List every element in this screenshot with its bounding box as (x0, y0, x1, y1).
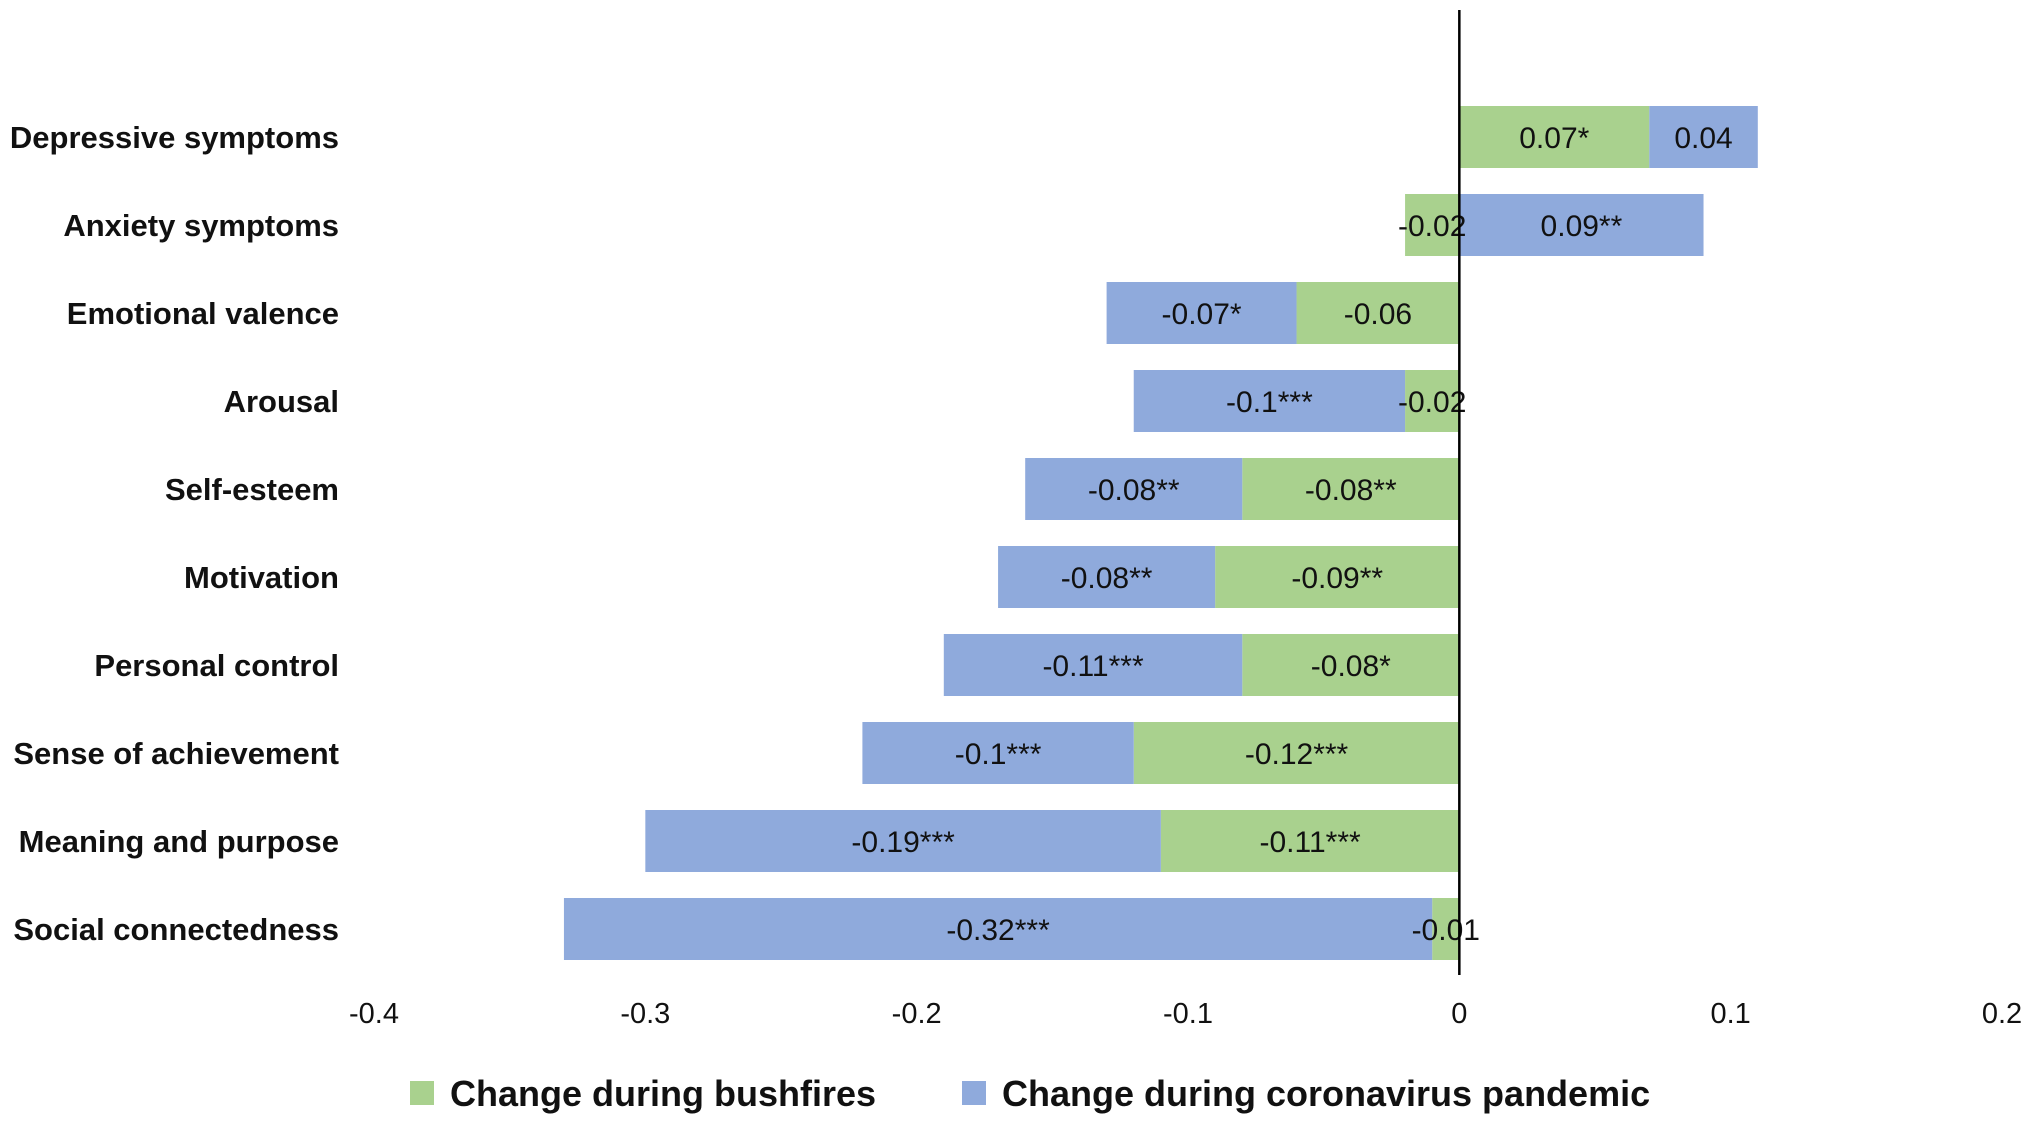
data-label: -0.1*** (1226, 386, 1313, 419)
x-axis-tick-labels: -0.4 -0.3 -0.2 -0.1 0 0.1 0.2 (349, 998, 2022, 1030)
data-label: -0.09** (1291, 562, 1383, 595)
category-label: Motivation (184, 560, 339, 595)
bar-bushfires (1242, 634, 1460, 696)
category-label: Depressive symptoms (10, 120, 339, 155)
x-tick-label: -0.4 (349, 998, 399, 1030)
bar-coronavirus (645, 810, 1161, 872)
x-tick-label: 0.2 (1982, 998, 2022, 1030)
category-label: Emotional valence (67, 296, 339, 331)
category-label: Anxiety symptoms (63, 208, 339, 243)
data-label: -0.11*** (1042, 650, 1144, 683)
bar-coronavirus (998, 546, 1216, 608)
x-tick-label: -0.1 (1163, 998, 1213, 1030)
bar-bushfires (1215, 546, 1460, 608)
bar-bushfires (1242, 458, 1460, 520)
bar-coronavirus (1106, 282, 1297, 344)
bar-coronavirus (1649, 106, 1758, 168)
data-label: -0.08** (1061, 562, 1153, 595)
data-label: -0.19*** (851, 826, 955, 859)
data-labels-layer: 0.07* 0.04 -0.02 0.09** -0.06 -0.07* -0.02 -0.1… (851, 122, 1732, 947)
data-label: 0.07* (1519, 122, 1589, 155)
data-label: -0.07* (1162, 298, 1242, 331)
bar-bushfires (1160, 810, 1460, 872)
category-label: Personal control (94, 648, 339, 683)
x-tick-label: 0.1 (1711, 998, 1751, 1030)
bar-coronavirus (1133, 370, 1406, 432)
data-label: -0.32*** (946, 914, 1050, 947)
data-label: -0.08** (1088, 474, 1180, 507)
legend: Change during bushfires Change during cor… (410, 1073, 1650, 1114)
bar-bushfires (1405, 194, 1460, 256)
category-label: Social connectedness (13, 912, 339, 947)
data-label: -0.08** (1305, 474, 1397, 507)
x-tick-label: -0.3 (620, 998, 670, 1030)
bar-coronavirus (563, 898, 1433, 960)
legend-swatch (410, 1081, 434, 1105)
bar-bushfires (1405, 370, 1460, 432)
category-labels: Depressive symptoms Anxiety symptoms Emoti… (10, 120, 339, 947)
data-label: -0.02 (1398, 386, 1466, 419)
bar-bushfires (1432, 898, 1460, 960)
legend-label: Change during bushfires (450, 1073, 876, 1114)
bar-bushfires (1459, 106, 1650, 168)
data-label: -0.1*** (955, 738, 1042, 771)
data-label: 0.04 (1674, 122, 1732, 155)
data-label: -0.01 (1412, 914, 1480, 947)
bar-coronavirus (1459, 194, 1704, 256)
legend-item-bushfires: Change during bushfires (410, 1073, 876, 1114)
bar-bushfires (1296, 282, 1460, 344)
category-label: Meaning and purpose (19, 824, 339, 859)
legend-label: Change during coronavirus pandemic (1002, 1073, 1650, 1114)
category-label: Arousal (224, 384, 339, 419)
category-label: Sense of achievement (13, 736, 339, 771)
bar-bushfires (1133, 722, 1460, 784)
x-tick-label: -0.2 (892, 998, 942, 1030)
bars-layer (563, 106, 1758, 960)
data-label: -0.11*** (1260, 826, 1362, 859)
category-label: Self-esteem (165, 472, 339, 507)
data-label: -0.06 (1344, 298, 1412, 331)
legend-swatch (962, 1081, 986, 1105)
legend-item-coronavirus: Change during coronavirus pandemic (962, 1073, 1650, 1114)
bar-coronavirus (943, 634, 1243, 696)
x-tick-label: 0 (1451, 998, 1467, 1030)
data-label: -0.08* (1311, 650, 1391, 683)
data-label: -0.12*** (1245, 738, 1349, 771)
data-label: 0.09** (1541, 210, 1623, 243)
bar-coronavirus (1025, 458, 1243, 520)
bar-coronavirus (862, 722, 1134, 784)
data-label: -0.02 (1398, 210, 1466, 243)
